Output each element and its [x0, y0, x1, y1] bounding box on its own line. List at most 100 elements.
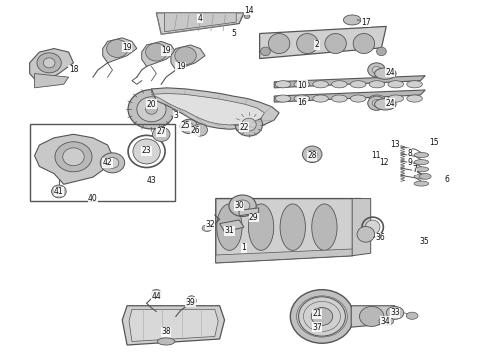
Ellipse shape [406, 312, 418, 319]
Text: 16: 16 [298, 98, 307, 107]
Text: 37: 37 [312, 323, 322, 332]
Ellipse shape [350, 81, 366, 88]
Ellipse shape [146, 104, 157, 114]
Ellipse shape [332, 95, 347, 102]
Polygon shape [156, 13, 244, 34]
Polygon shape [352, 199, 371, 256]
Text: 18: 18 [69, 66, 78, 75]
Polygon shape [34, 73, 69, 88]
Polygon shape [260, 26, 386, 59]
Text: 10: 10 [298, 81, 307, 90]
Polygon shape [34, 134, 113, 184]
Ellipse shape [133, 139, 160, 164]
Polygon shape [216, 199, 361, 263]
Text: 12: 12 [379, 158, 389, 167]
Text: 38: 38 [161, 327, 171, 336]
Ellipse shape [193, 124, 207, 136]
Polygon shape [220, 220, 244, 232]
Text: 32: 32 [205, 220, 215, 229]
Polygon shape [151, 88, 279, 129]
Ellipse shape [106, 157, 119, 168]
Ellipse shape [269, 33, 290, 54]
Ellipse shape [379, 317, 393, 325]
Text: 13: 13 [390, 140, 400, 149]
Ellipse shape [235, 200, 250, 211]
Ellipse shape [275, 95, 291, 102]
Ellipse shape [366, 220, 380, 234]
Text: 22: 22 [239, 123, 249, 132]
Text: 23: 23 [142, 146, 151, 155]
Polygon shape [216, 249, 361, 263]
Ellipse shape [229, 195, 256, 216]
Text: 35: 35 [419, 237, 429, 246]
Ellipse shape [407, 81, 422, 88]
Ellipse shape [244, 14, 250, 18]
Text: 19: 19 [176, 62, 186, 71]
Text: 25: 25 [181, 121, 191, 130]
Ellipse shape [37, 53, 61, 73]
Text: 9: 9 [407, 158, 412, 167]
Ellipse shape [313, 95, 328, 102]
Text: 26: 26 [191, 126, 200, 135]
Text: 36: 36 [375, 233, 385, 242]
Text: 33: 33 [390, 309, 400, 318]
Ellipse shape [388, 81, 404, 88]
Ellipse shape [175, 47, 196, 64]
Ellipse shape [369, 95, 385, 102]
Ellipse shape [298, 297, 345, 336]
Ellipse shape [313, 81, 328, 88]
Ellipse shape [294, 81, 310, 88]
Ellipse shape [157, 338, 175, 345]
Text: 19: 19 [122, 42, 132, 51]
Ellipse shape [63, 148, 84, 166]
Polygon shape [351, 306, 395, 327]
Text: 43: 43 [147, 176, 156, 185]
Ellipse shape [128, 90, 175, 129]
Polygon shape [122, 306, 224, 345]
Ellipse shape [151, 289, 161, 298]
Text: 5: 5 [232, 29, 237, 38]
Text: 40: 40 [88, 194, 98, 203]
Ellipse shape [414, 174, 429, 179]
Text: 28: 28 [308, 151, 317, 160]
Ellipse shape [146, 43, 167, 61]
Text: 4: 4 [198, 14, 202, 23]
Bar [30, 123, 175, 202]
Ellipse shape [372, 66, 381, 73]
Text: 34: 34 [380, 316, 390, 325]
Ellipse shape [350, 95, 366, 102]
Text: 8: 8 [407, 149, 412, 158]
Ellipse shape [296, 33, 318, 54]
Text: 6: 6 [445, 175, 450, 184]
Polygon shape [129, 309, 218, 342]
Ellipse shape [376, 47, 386, 56]
Ellipse shape [414, 181, 429, 186]
Text: 44: 44 [151, 292, 161, 301]
Ellipse shape [414, 159, 429, 165]
Text: 21: 21 [312, 310, 322, 319]
Text: 11: 11 [371, 151, 380, 160]
Ellipse shape [51, 185, 66, 198]
Text: 41: 41 [54, 187, 64, 196]
Ellipse shape [407, 95, 422, 102]
Ellipse shape [235, 113, 263, 136]
Ellipse shape [368, 63, 385, 77]
Text: 3: 3 [173, 111, 178, 120]
Ellipse shape [43, 58, 55, 68]
Ellipse shape [368, 96, 385, 111]
Text: 7: 7 [412, 166, 417, 175]
Ellipse shape [374, 99, 396, 110]
Text: 30: 30 [234, 201, 244, 210]
Polygon shape [171, 45, 205, 70]
Ellipse shape [290, 290, 354, 343]
Polygon shape [274, 90, 425, 102]
Ellipse shape [325, 33, 346, 54]
Ellipse shape [357, 226, 374, 242]
Ellipse shape [185, 123, 194, 130]
Ellipse shape [152, 127, 170, 141]
Polygon shape [103, 38, 137, 63]
Text: 39: 39 [186, 298, 196, 307]
Ellipse shape [261, 47, 270, 56]
Ellipse shape [180, 119, 198, 134]
Ellipse shape [311, 307, 333, 325]
